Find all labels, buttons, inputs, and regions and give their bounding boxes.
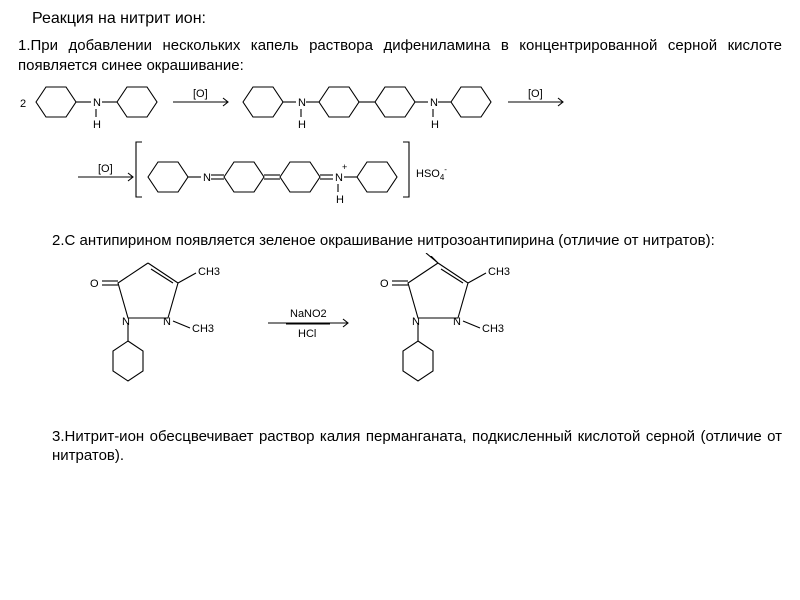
page-title: Реакция на нитрит ион: bbox=[18, 10, 782, 28]
atom-n: N bbox=[203, 172, 211, 184]
methyl: CH3 bbox=[198, 266, 220, 278]
charge-plus: + bbox=[342, 162, 347, 172]
atom-h: H bbox=[431, 119, 439, 131]
atom-h: H bbox=[93, 119, 101, 131]
oxid-label-2: [O] bbox=[528, 88, 543, 100]
oxid-label-3: [O] bbox=[98, 163, 113, 175]
nitroso-n2: N bbox=[416, 253, 424, 256]
para2-number: 2. bbox=[52, 232, 65, 249]
methyl: CH3 bbox=[488, 266, 510, 278]
reagent-nano2: NaNO2 bbox=[290, 308, 327, 320]
atom-o: O bbox=[380, 278, 389, 290]
reaction-scheme-1: 2 N H [O] bbox=[18, 77, 782, 227]
reaction-scheme-2: O N N CH3 CH3 bbox=[18, 253, 782, 423]
reagent-hcl: HCl bbox=[298, 328, 316, 340]
methyl: CH3 bbox=[192, 323, 214, 335]
nitroso-o: O bbox=[394, 253, 403, 256]
atom-n: N bbox=[430, 97, 438, 109]
para2-text: С антипирином появляется зеленое окрашив… bbox=[65, 232, 715, 249]
counter-ion: HSO4- bbox=[416, 165, 447, 182]
atom-h: H bbox=[336, 194, 344, 206]
para3-number: 3. bbox=[52, 428, 65, 445]
para1-number: 1. bbox=[18, 37, 31, 54]
methyl: CH3 bbox=[482, 323, 504, 335]
atom-n: N bbox=[298, 97, 306, 109]
para1-text: При добавлении нескольких капель раствор… bbox=[18, 37, 782, 74]
paragraph-1: 1.При добавлении нескольких капель раств… bbox=[18, 36, 782, 75]
atom-o: O bbox=[90, 278, 99, 290]
atom-n: N bbox=[412, 316, 420, 328]
atom-n: N bbox=[122, 316, 130, 328]
atom-n: N bbox=[453, 316, 461, 328]
atom-n: N bbox=[93, 97, 101, 109]
paragraph-3: 3.Нитрит-ион обесцвечивает раствор калия… bbox=[18, 427, 782, 466]
coef-2: 2 bbox=[20, 98, 26, 110]
paragraph-2: 2.С антипирином появляется зеленое окраш… bbox=[18, 231, 782, 251]
para3-text: Нитрит-ион обесцвечивает раствор калия п… bbox=[52, 428, 782, 465]
oxid-label-1: [O] bbox=[193, 88, 208, 100]
atom-n: N bbox=[163, 316, 171, 328]
atom-n: N bbox=[335, 172, 343, 184]
atom-h: H bbox=[298, 119, 306, 131]
page-root: Реакция на нитрит ион: 1.При добавлении … bbox=[0, 0, 800, 478]
